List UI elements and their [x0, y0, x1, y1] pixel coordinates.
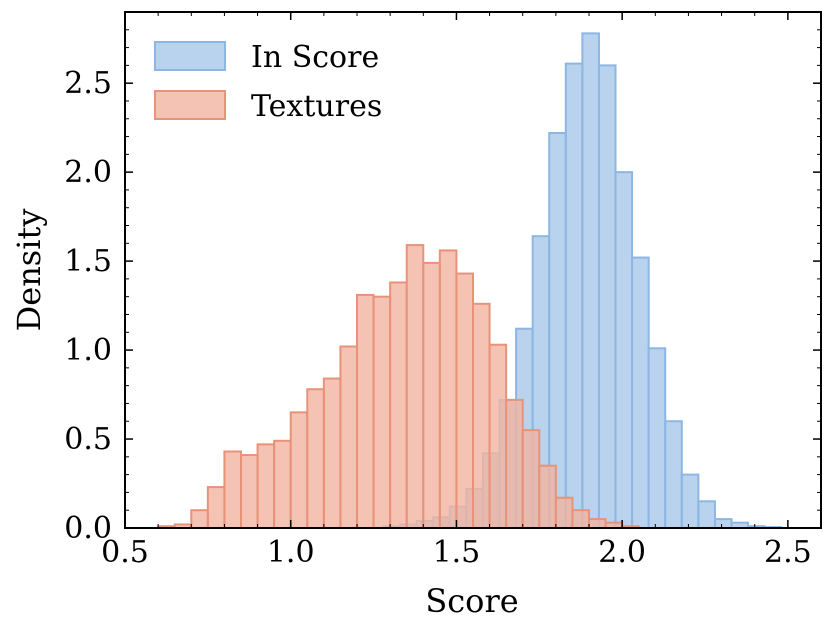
histogram-bar-textures [505, 398, 524, 529]
histogram-bar-textures [289, 411, 309, 529]
y-tick-label: 2.5 [64, 66, 112, 101]
histogram-bar-in-score [664, 420, 683, 530]
histogram-bar-textures [438, 249, 458, 529]
x-tick-label: 1.5 [433, 535, 481, 570]
histogram-bar-textures [206, 486, 226, 530]
histogram-bar-textures [422, 261, 441, 529]
histogram-bar-textures [273, 439, 292, 529]
histogram-bar-in-score [581, 32, 600, 530]
histogram-bar-textures [223, 450, 243, 529]
histogram-bar-in-score [680, 473, 700, 530]
histogram-bar-in-score [597, 64, 617, 530]
histogram-bar-textures [588, 518, 607, 530]
histogram-bar-textures [190, 509, 209, 530]
y-tick-label: 1.5 [64, 244, 112, 279]
bars-layer [157, 32, 783, 530]
y-tick-label: 0.0 [64, 511, 112, 546]
histogram-bar-textures [256, 443, 276, 529]
y-tick-label: 0.5 [64, 422, 112, 457]
x-tick-label: 2.0 [598, 535, 646, 570]
legend-label-textures: Textures [251, 89, 382, 124]
histogram-bar-textures [389, 281, 408, 529]
y-axis-label: Density [10, 209, 48, 332]
tick-labels-layer: 0.5 1.0 1.5 2.0 2.50.00.51.01.52.02.5 [64, 66, 811, 570]
histogram-bar-textures [488, 343, 508, 530]
histogram-bar-in-score [713, 518, 733, 530]
x-tick-label: 1.0 [267, 535, 315, 570]
histogram-bar-in-score [647, 347, 667, 529]
histogram-bar-in-score [631, 256, 650, 529]
histogram-bar-textures [322, 377, 342, 529]
histogram-bar-in-score [697, 500, 716, 529]
x-axis-label: Score [425, 582, 518, 620]
plot-frame [124, 11, 822, 529]
histogram-bar-textures [405, 244, 425, 529]
histogram-bar-in-score [564, 62, 584, 529]
x-tick-label: 0.5 [101, 535, 149, 570]
histogram-bar-textures [571, 509, 591, 530]
legend-swatch-in-score [154, 41, 226, 71]
histogram-bar-textures [538, 464, 557, 530]
histogram-bar-in-score [614, 171, 634, 529]
histogram-bar-textures [472, 302, 491, 529]
legend-label-in-score: In Score [251, 40, 379, 75]
legend-swatch-textures [154, 90, 226, 120]
y-tick-label: 1.0 [64, 333, 112, 368]
histogram-bar-textures [372, 295, 392, 530]
histogram-bar-textures [455, 272, 474, 529]
legend: In Score Textures [154, 40, 382, 124]
histogram-bar-textures [240, 454, 259, 529]
histogram-bar-textures [356, 293, 375, 529]
x-tick-label: 2.5 [764, 535, 812, 570]
histogram-bar-textures [306, 388, 325, 530]
histogram-bar-textures [521, 429, 541, 530]
histogram-bar-textures [554, 496, 574, 529]
histogram-bar-textures [339, 345, 358, 529]
y-tick-label: 2.0 [64, 155, 112, 190]
